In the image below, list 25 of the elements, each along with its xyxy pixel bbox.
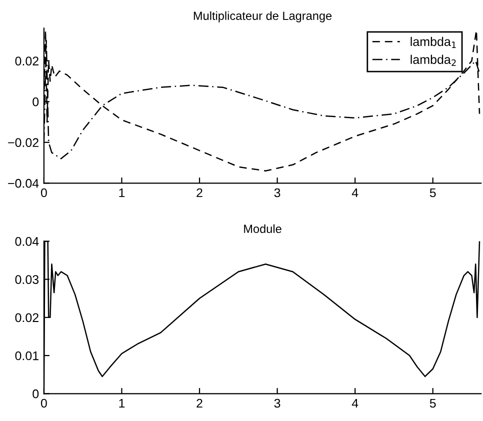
x-tick-label: 4 bbox=[352, 398, 358, 408]
x-tick-label: 0 bbox=[40, 188, 47, 198]
x-tick-label: 0 bbox=[40, 398, 47, 408]
x-tick-label: 1 bbox=[119, 188, 125, 198]
x-tick-label: 2 bbox=[196, 188, 202, 198]
x-tick-label: 5 bbox=[430, 188, 436, 198]
y-tick-label: 0.03 bbox=[15, 275, 39, 284]
legend-label: lambda$_{2}$ bbox=[410, 54, 456, 66]
chart-title: Multiplicateur de Lagrange bbox=[194, 11, 332, 22]
y-tick-label: 0.01 bbox=[15, 351, 38, 360]
y-tick-label: −0.04 bbox=[8, 178, 39, 188]
y-tick-label: 0 bbox=[32, 97, 39, 106]
x-tick-label: 4 bbox=[352, 188, 358, 198]
x-tick-label: 3 bbox=[274, 398, 280, 408]
legend-label: lambda$_{1}$ bbox=[410, 36, 456, 48]
x-tick-label: 1 bbox=[119, 398, 125, 408]
y-tick-label: 0 bbox=[32, 389, 39, 398]
x-tick-label: 3 bbox=[274, 188, 280, 198]
y-tick-label: 0.02 bbox=[15, 313, 38, 322]
y-tick-label: −0.02 bbox=[8, 138, 38, 148]
x-tick-label: 2 bbox=[196, 398, 202, 408]
chart-title: Module bbox=[244, 224, 282, 234]
y-tick-label: 0.04 bbox=[15, 237, 39, 246]
y-tick-label: 0.02 bbox=[15, 56, 38, 66]
x-tick-label: 5 bbox=[430, 398, 436, 408]
